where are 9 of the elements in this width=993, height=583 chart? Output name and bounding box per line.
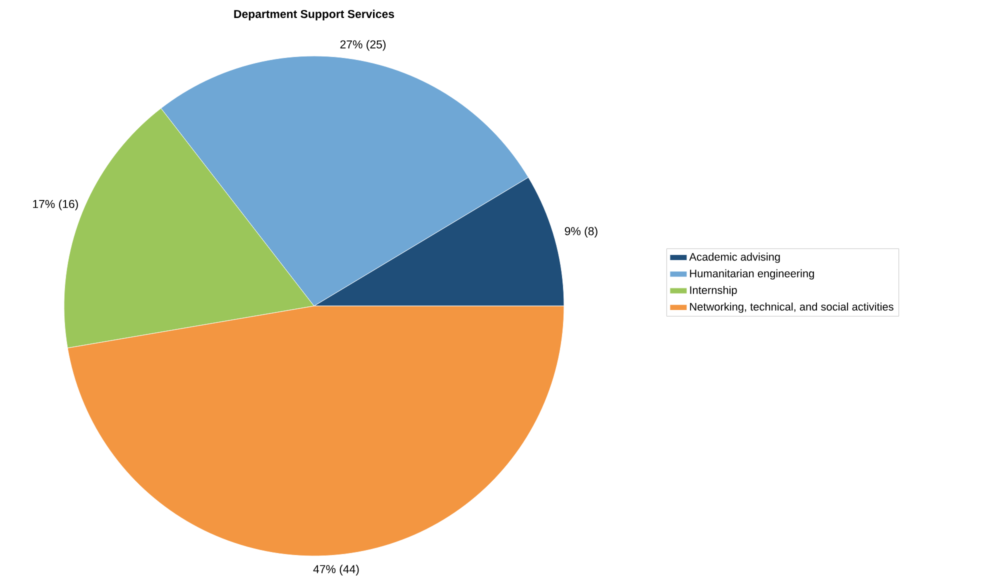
data-label: 17% (16) xyxy=(33,200,78,210)
chart-title: Department Support Services xyxy=(234,10,394,20)
legend-label: Humanitarian engineering xyxy=(690,269,814,280)
data-label: 9% (8) xyxy=(564,226,598,238)
data-label: 47% (44) xyxy=(313,564,359,576)
legend-label: Internship xyxy=(690,286,737,296)
data-label: 27% (25) xyxy=(340,40,386,51)
legend-label: Networking, technical, and social activities xyxy=(690,302,894,313)
legend-label: Academic advising xyxy=(689,252,780,263)
